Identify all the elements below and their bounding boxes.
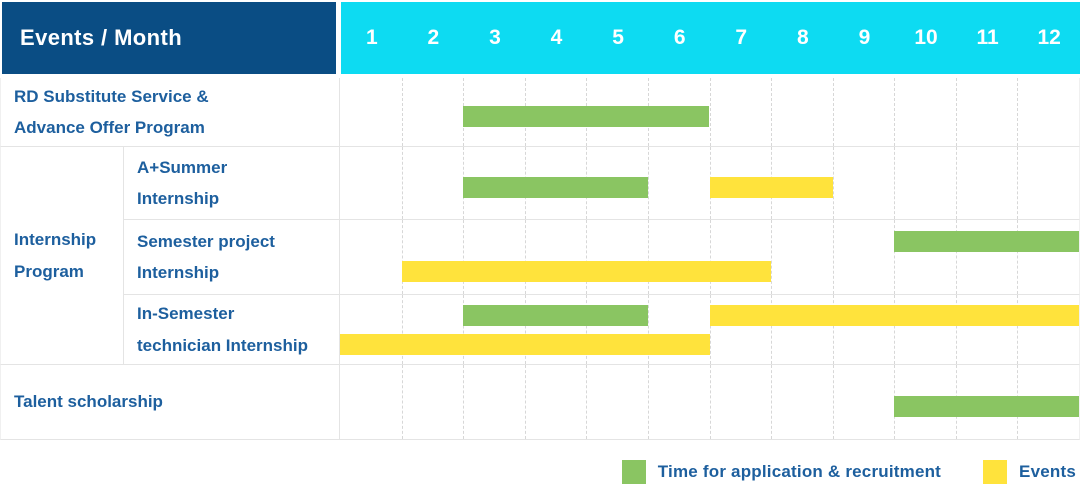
legend-label: Events: [1019, 462, 1076, 481]
row-label: Talent scholarship: [0, 365, 340, 440]
row-label: In-Semester technician Internship: [124, 295, 340, 365]
month-label-2: 2: [427, 26, 440, 49]
event-bar: [340, 333, 710, 355]
month-gridline: [709, 295, 711, 364]
month-gridline: [524, 295, 526, 364]
month-gridline: [709, 365, 711, 439]
month-gridline: [647, 147, 649, 219]
month-label-11: 11: [976, 26, 999, 49]
month-gridline: [832, 295, 834, 364]
application-bar: [894, 396, 1079, 417]
chart-row: [340, 220, 1080, 295]
month-gridline: [832, 147, 834, 219]
row-label: Semester project Internship: [124, 220, 340, 295]
month-gridline: [1017, 147, 1019, 219]
legend-item-application: Time for application & recruitment: [621, 460, 942, 484]
month-gridline: [1017, 220, 1019, 294]
event-swatch-icon: [983, 460, 1008, 484]
month-label-12: 12: [1037, 26, 1061, 49]
row-label: A+Summer Internship: [124, 147, 340, 220]
month-gridline: [401, 220, 403, 294]
month-gridline: [894, 295, 896, 364]
month-header-row: 1 2 3 4 5 6 7 8 9 10 11 12: [341, 2, 1080, 74]
month-gridline: [401, 365, 403, 439]
month-gridline: [894, 220, 896, 294]
month-label-6: 6: [673, 26, 686, 49]
month-gridline: [771, 220, 773, 294]
month-gridline: [401, 78, 403, 146]
month-label-10: 10: [914, 26, 938, 49]
application-bar: [463, 305, 648, 327]
month-gridline: [709, 78, 711, 146]
month-gridline: [463, 220, 465, 294]
month-gridline: [832, 220, 834, 294]
month-gridline: [894, 78, 896, 146]
month-gridline: [771, 295, 773, 364]
month-gridline: [771, 365, 773, 439]
schedule-table: Events / Month 1 2 3 4 5 6 7 8 9 10 11 12 RD Substi…: [0, 0, 1080, 440]
month-gridline: [463, 295, 465, 364]
month-gridline: [586, 365, 588, 439]
month-gridline: [955, 220, 957, 294]
month-gridline: [586, 295, 588, 364]
row-label: RD Substitute Service & Advance Offer Pr…: [0, 78, 340, 147]
month-gridline: [955, 147, 957, 219]
event-bar: [709, 305, 1079, 327]
chart-row: [340, 147, 1080, 220]
application-bar: [894, 231, 1079, 253]
month-gridline: [832, 365, 834, 439]
chart-row: [340, 295, 1080, 365]
chart-row: [340, 78, 1080, 147]
month-gridline: [709, 220, 711, 294]
month-gridline: [894, 147, 896, 219]
month-label-4: 4: [550, 26, 563, 49]
month-label-1: 1: [365, 26, 378, 49]
group-label: Internship Program: [0, 147, 124, 365]
chart-legend: Time for application & recruitment Events: [0, 440, 1080, 494]
table-header-label-cell: Events / Month: [0, 0, 340, 78]
event-bar: [401, 261, 772, 283]
application-swatch-icon: [621, 460, 646, 484]
month-gridline: [955, 78, 957, 146]
event-bar: [709, 177, 833, 198]
month-gridline: [524, 365, 526, 439]
month-gridline: [647, 295, 649, 364]
header-title-block: Events / Month: [2, 2, 336, 74]
month-gridline: [647, 365, 649, 439]
month-label-8: 8: [796, 26, 809, 49]
month-gridline: [401, 147, 403, 219]
month-label-7: 7: [735, 26, 748, 49]
month-gridline: [1017, 78, 1019, 146]
month-gridline: [463, 365, 465, 439]
month-gridline: [955, 295, 957, 364]
chart-row: [340, 365, 1080, 440]
month-gridline: [1017, 295, 1019, 364]
legend-item-event: Events: [983, 460, 1076, 484]
legend-label: Time for application & recruitment: [657, 462, 942, 481]
month-label-3: 3: [489, 26, 501, 49]
table-title: Events / Month: [20, 25, 183, 50]
month-gridline: [401, 295, 403, 364]
month-header-cell: 1 2 3 4 5 6 7 8 9 10 11 12: [340, 0, 1080, 78]
month-label-9: 9: [858, 26, 871, 49]
month-gridline: [771, 78, 773, 146]
month-gridline: [832, 78, 834, 146]
application-bar: [463, 177, 648, 198]
application-bar: [463, 106, 710, 127]
month-gridline: [586, 220, 588, 294]
month-label-5: 5: [612, 26, 624, 49]
month-gridline: [647, 220, 649, 294]
month-gridline: [524, 220, 526, 294]
